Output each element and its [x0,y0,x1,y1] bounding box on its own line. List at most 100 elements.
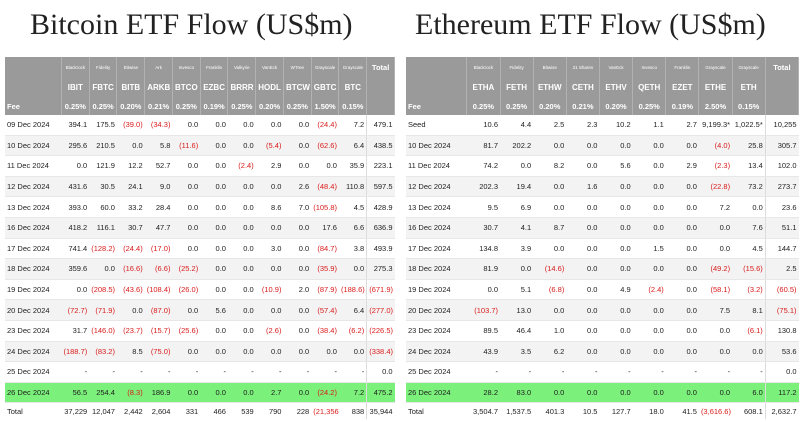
flow-value-cell: 8.5 [116,341,145,363]
flow-value-cell: (188.6) [338,279,367,301]
flow-value-cell: (6.6) [144,258,173,280]
flow-value-cell: (24.2) [311,382,339,404]
row-date-label: 19 Dec 2024 [406,279,467,301]
flow-value-cell: 0.0 [566,155,600,177]
flow-value-cell: (26.0) [172,279,201,301]
flow-value-cell: 30.7 [466,217,500,239]
flow-value-cell: 0.0 [665,217,699,239]
table-row: 16 Dec 2024 418.2 116.1 30.7 47.7 0.0 0.0 0.0 0.… [5,217,395,239]
flow-value-cell: (39.0) [116,115,145,136]
flow-value-cell: (23.7) [116,320,145,342]
flow-value-cell: 202.2 [500,135,534,157]
flow-value-cell: - [500,361,534,383]
flow-value-cell: 0.0 [283,217,312,239]
flow-value-cell: 43.9 [466,341,500,363]
ethereum-etf-title: Ethereum ETF Flow (US$m) [415,8,766,41]
highlighted-table-row: 26 Dec 2024 56.5 254.4 (8.3) 186.9 0.0 0.0 0.0 2… [5,382,395,404]
flow-value-cell: 24.1 [116,176,145,198]
row-date-label: 09 Dec 2024 [5,115,62,136]
flow-value-cell: 0.0 [172,217,201,239]
flow-value-cell: (72.7) [61,299,90,321]
flow-value-cell: 8.6 [255,196,284,218]
flow-value-cell: (35.9) [311,258,339,280]
row-date-label: 12 Dec 2024 [406,176,467,198]
flow-value-cell: 0.0 [172,382,201,404]
flow-value-cell: 0.0 [227,196,256,218]
flow-value-cell: 0.0 [172,155,201,177]
table-row: 19 Dec 2024 0.0 5.1 (6.8) 0.0 4.9 (2.4) 0.0 (58.… [406,279,799,301]
flow-value-cell: - [632,361,666,383]
flow-value-cell: 0.0 [566,217,600,239]
flow-value-cell: 0.0 [566,299,600,321]
flow-value-cell: 4.4 [500,115,534,136]
total-value-cell: (3,616.6) [698,402,733,420]
total-row: Total 37,229 12,047 2,442 2,604 331 466 539 790 2… [5,402,395,420]
provider-header-cell: Franklin [665,57,700,77]
flow-value-cell: 0.0 [227,217,256,239]
total-value-cell: 838 [338,402,367,420]
flow-value-cell: 0.0 [255,115,284,136]
ticker-header-cell: IBIT [61,77,90,97]
row-total-cell: 438.5 [366,135,395,157]
flow-value-cell: (58.1) [698,279,733,301]
total-value-cell: 35,944 [366,402,395,420]
row-total-cell: 144.7 [764,238,799,260]
provider-header-cell [406,57,468,77]
flow-value-cell: 28.4 [144,196,173,218]
flow-value-cell: 5.8 [144,135,173,157]
flow-value-cell: 0.0 [566,135,600,157]
total-value-cell: 539 [227,402,256,420]
flow-value-cell: 8.7 [533,217,567,239]
flow-value-cell: 0.0 [227,135,256,157]
flow-value-cell: (15.7) [144,320,173,342]
flow-value-cell: 418.2 [61,217,90,239]
total-value-cell: 401.3 [533,402,567,420]
flow-value-cell: (57.4) [311,299,339,321]
table-row: 12 Dec 2024 202.3 19.4 0.0 1.6 0.0 0.0 0.0 (22.8… [406,176,799,198]
row-total-cell: (671.9) [366,279,395,301]
provider-header-cell: Grayscale [338,57,368,77]
total-value-cell: 127.7 [599,402,633,420]
flow-value-cell: 0.0 [632,299,666,321]
flow-value-cell: 8.2 [533,155,567,177]
flow-value-cell: (25.2) [172,258,201,280]
flow-value-cell: 0.0 [665,196,699,218]
flow-value-cell: 81.7 [466,135,500,157]
flow-value-cell: 74.2 [466,155,500,177]
flow-value-cell: 35.9 [338,155,367,177]
flow-value-cell: (5.4) [255,135,284,157]
flow-value-cell: 0.0 [665,238,699,260]
flow-value-cell: (105.8) [311,196,339,218]
row-total-cell: 275.3 [366,258,395,280]
total-value-cell: 2,442 [116,402,145,420]
flow-value-cell: (75.0) [144,341,173,363]
flow-value-cell: 0.0 [533,382,567,404]
flow-value-cell: 0.0 [533,196,567,218]
flow-value-cell: 0.0 [599,238,633,260]
flow-value-cell: (84.7) [311,238,339,260]
total-value-cell: 10.5 [566,402,600,420]
fee-row: Fee 0.25% 0.25% 0.20% 0.21% 0.25% 0.19% 0.25% 0.… [5,97,395,115]
flow-value-cell: 0.0 [283,115,312,136]
flow-value-cell: 0.0 [227,176,256,198]
row-total-cell: 636.9 [366,217,395,239]
flow-value-cell: 0.0 [227,258,256,280]
table-row: 11 Dec 2024 74.2 0.0 8.2 0.0 5.6 0.0 2.9 (2.3) 13… [406,155,799,177]
flow-value-cell: (2.4) [227,155,256,177]
total-value-cell: 331 [172,402,201,420]
flow-value-cell: 7.6 [732,217,766,239]
flow-value-cell: 0.0 [283,382,312,404]
fee-cell: 0.25% [227,97,257,115]
provider-header-cell: Grayscale [732,57,766,77]
flow-value-cell: 0.0 [200,155,228,177]
row-total-cell: 493.9 [366,238,395,260]
provider-header-cell: 21 Shares [566,57,600,77]
row-total-cell: 10,255 [764,115,799,136]
total-value-cell: 18.0 [632,402,666,420]
flow-value-cell: 0.0 [665,135,699,157]
ticker-header-row: ETHA FETH ETHW CETH ETHV QETH EZET ETHE ETH [406,77,800,97]
flow-value-cell: 0.0 [632,217,666,239]
flow-value-cell: - [144,361,173,383]
flow-value-cell: (43.6) [116,279,145,301]
flow-value-cell: 1,022.5* [732,115,766,136]
